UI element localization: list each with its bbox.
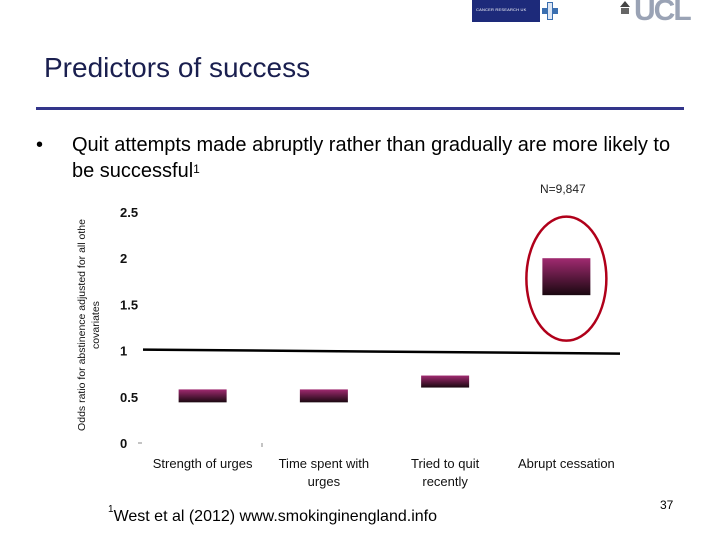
bullet-text-body: Quit attempts made abruptly rather than … [72,134,671,182]
y-tick-label: 2 [120,251,127,266]
bar-abrupt-cessation [542,258,591,296]
partner-logo-icon [542,2,558,20]
slide-title: Predictors of success [44,52,311,83]
footnote: 1West et al (2012) www.smokinginengland.… [108,504,437,526]
x-tick-label: Time spent with [279,456,370,471]
bullet-dot: • [36,134,44,156]
sample-size-label: N=9,847 [540,182,586,196]
y-axis-title-line: covariates [90,301,102,349]
x-axis-labels: Strength of urges Time spent with urges Tri… [153,456,615,489]
y-tick-label: 2.5 [120,205,138,220]
ucl-portico-icon [620,1,630,14]
x-tick-label: urges [308,474,341,489]
y-tick-label: 1.5 [120,297,138,312]
title-divider [36,107,684,110]
cancer-research-uk-logo: CANCER RESEARCH UK [472,0,540,22]
reference-line [142,348,621,355]
bullet-reference: 1 [193,162,200,176]
highlight-ellipse [525,215,608,342]
footnote-text: West et al (2012) www.smokinginengland.i… [113,508,437,525]
page-number: 37 [660,498,674,512]
y-tick-label: 0 [120,436,127,451]
footnote-reference: 1 [108,504,114,515]
bars [142,215,621,403]
y-tick-label: 0.5 [120,390,138,405]
bar-time-spent-with-urges [299,389,348,403]
x-tick-label: recently [422,474,468,489]
bullet-text: Quit attempts made abruptly rather than … [72,132,672,184]
bar-tried-to-quit-recently [421,375,470,388]
cancer-research-uk-logo-text: CANCER RESEARCH UK [476,7,527,12]
header-logos: CANCER RESEARCH UK UCL [472,0,720,27]
y-axis-title: Odds ratio for abstinence adjusted for a… [76,219,102,431]
y-tick-label: 1 [120,344,127,359]
x-tick-label: Abrupt cessation [518,456,615,471]
x-tick-label: Tried to quit [411,456,480,471]
y-axis-ticks: 0 0.5 1 1.5 2 2.5 [120,205,263,451]
ucl-logo: UCL [634,0,692,27]
x-tick-label: Strength of urges [153,456,253,471]
y-axis-title-line: Odds ratio for abstinence adjusted for a… [76,219,88,431]
bar-strength-of-urges [178,389,227,403]
